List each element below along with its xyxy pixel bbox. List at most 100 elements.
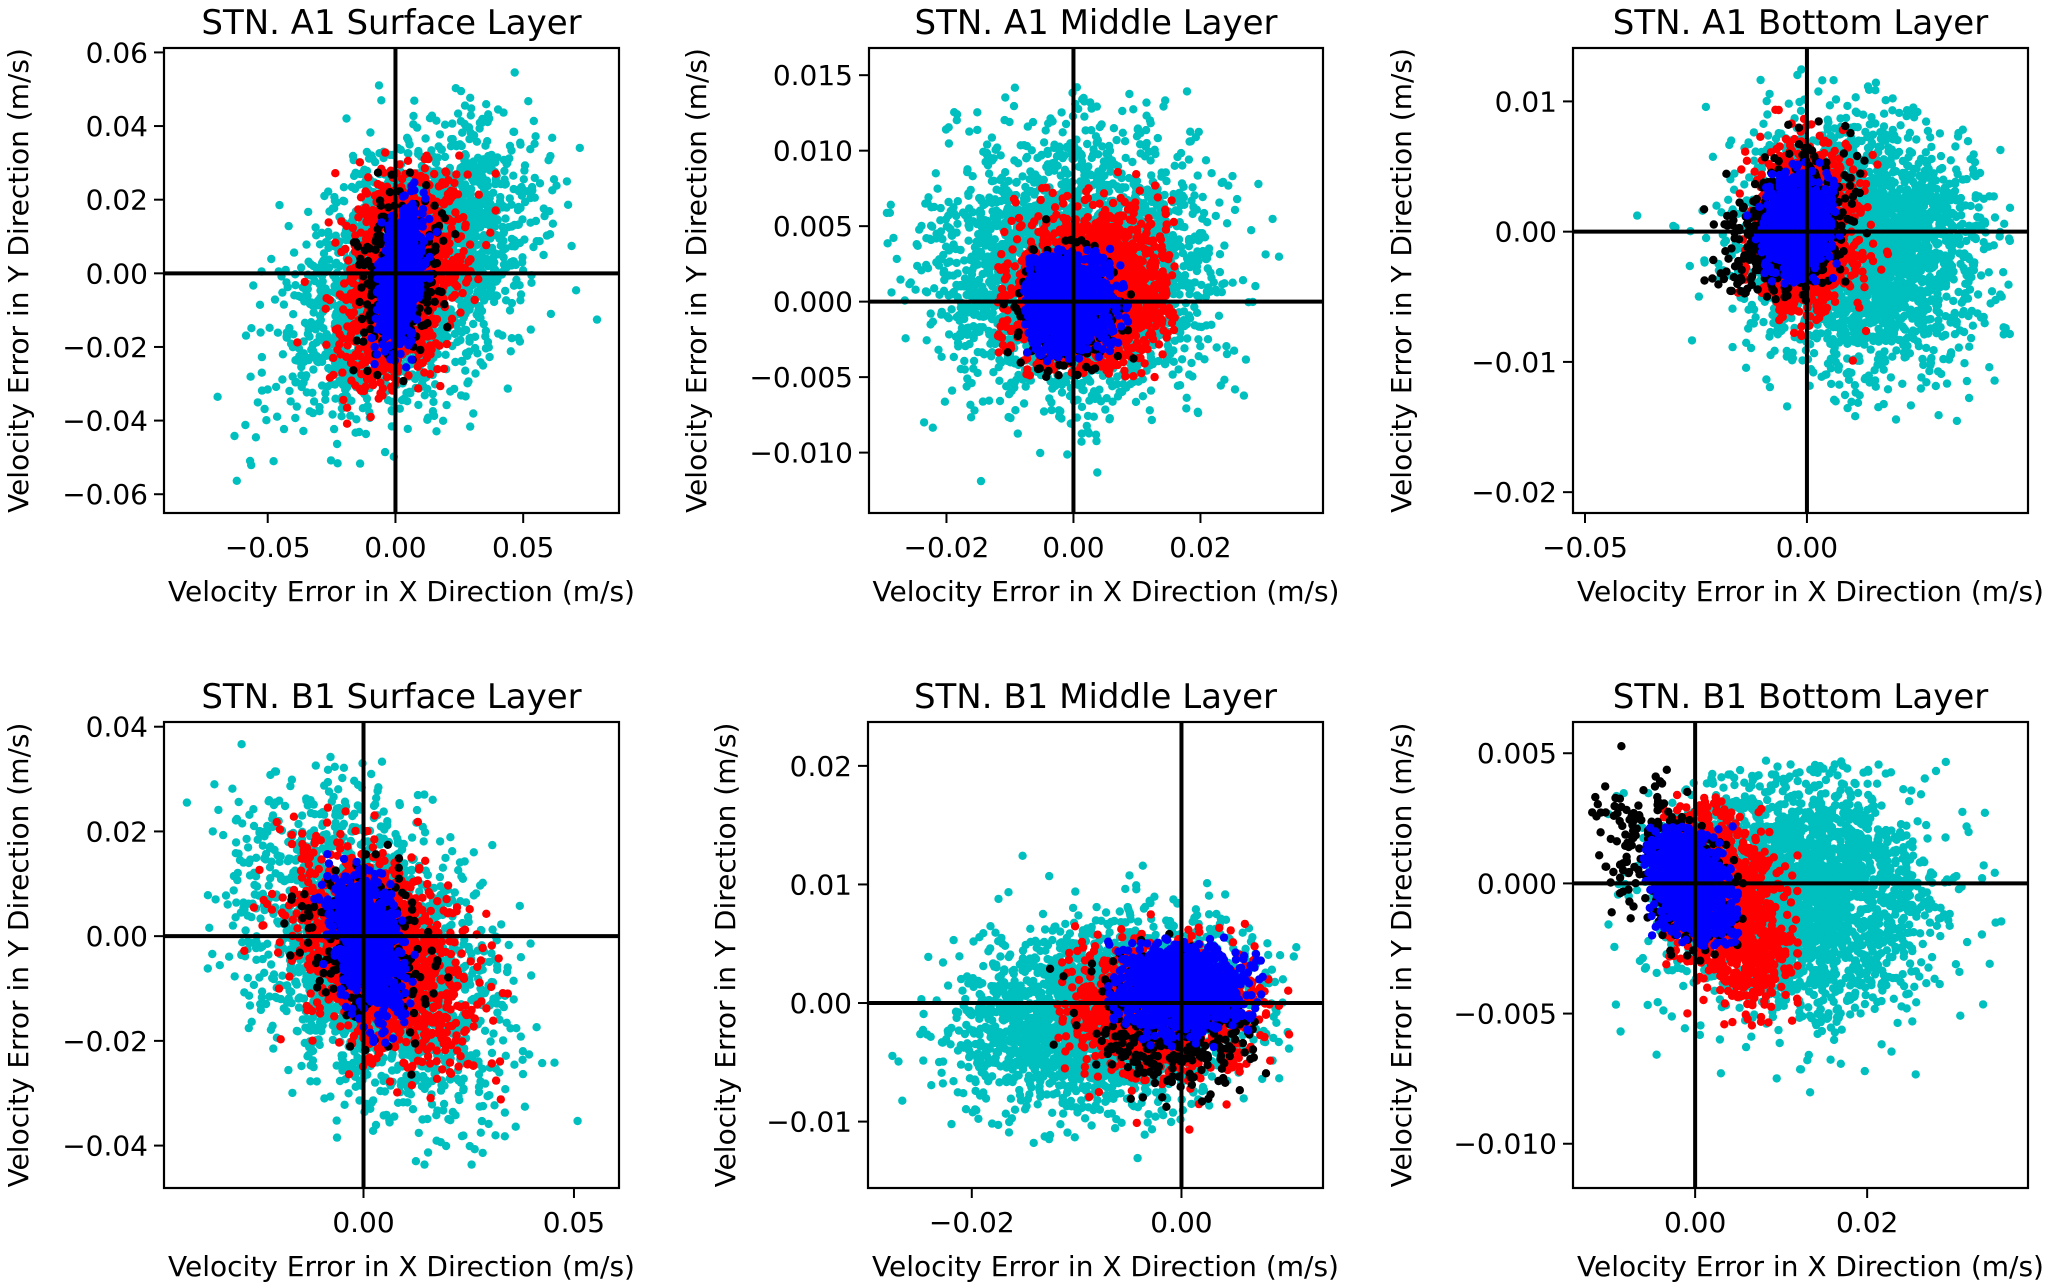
data-point <box>381 363 390 372</box>
scatter-points <box>213 68 602 485</box>
data-point <box>414 384 423 393</box>
data-point <box>352 415 361 424</box>
data-point <box>331 238 340 247</box>
data-point <box>255 300 265 309</box>
data-point <box>324 218 333 227</box>
data-point <box>357 283 366 292</box>
data-point <box>352 326 361 335</box>
data-point <box>509 171 518 180</box>
data-point <box>363 345 372 355</box>
data-point <box>506 347 515 356</box>
data-point <box>466 93 475 103</box>
data-point <box>383 396 393 405</box>
data-point <box>232 476 241 485</box>
data-point <box>348 151 358 161</box>
data-point <box>339 395 348 405</box>
data-point <box>451 230 460 239</box>
data-point <box>319 249 329 258</box>
data-point <box>452 170 461 179</box>
data-point <box>326 456 336 465</box>
data-point <box>246 372 255 381</box>
data-point <box>310 300 319 309</box>
data-point <box>472 137 482 146</box>
data-point <box>351 428 360 437</box>
data-point <box>384 203 393 212</box>
data-point <box>433 350 442 359</box>
data-point <box>459 200 468 210</box>
data-point <box>241 420 250 430</box>
data-point <box>434 142 443 151</box>
data-point <box>450 178 459 188</box>
data-point <box>461 392 470 401</box>
data-point <box>420 391 429 400</box>
data-point <box>476 221 486 230</box>
data-point <box>321 389 330 398</box>
data-point <box>302 319 312 329</box>
data-point <box>526 218 535 227</box>
data-point <box>352 336 362 345</box>
data-point <box>563 200 573 209</box>
data-point <box>474 190 483 199</box>
data-point <box>300 277 309 287</box>
data-point <box>381 148 390 157</box>
data-point <box>448 119 457 128</box>
data-point <box>263 385 272 394</box>
data-point <box>291 413 300 423</box>
data-point <box>473 287 482 296</box>
data-point <box>297 263 306 272</box>
data-point <box>339 305 348 314</box>
data-point <box>542 231 552 240</box>
data-point <box>529 242 538 252</box>
data-point <box>500 180 510 189</box>
data-point <box>308 388 317 397</box>
data-point <box>420 154 429 164</box>
data-point <box>523 187 532 196</box>
data-point <box>359 337 368 346</box>
data-point <box>446 387 455 396</box>
data-point <box>322 294 331 303</box>
data-point <box>292 402 301 411</box>
data-point <box>373 370 382 380</box>
data-point <box>382 373 392 382</box>
data-point <box>313 319 322 329</box>
data-point <box>344 256 353 265</box>
data-point <box>520 161 530 170</box>
data-point <box>317 281 326 290</box>
data-point <box>510 68 519 77</box>
data-point <box>343 341 352 350</box>
data-point <box>289 330 298 339</box>
data-point <box>395 160 404 169</box>
data-point <box>331 169 340 178</box>
data-point <box>426 350 435 359</box>
data-point <box>446 142 456 151</box>
data-point <box>493 105 503 114</box>
data-point <box>498 201 507 210</box>
data-point <box>404 149 413 158</box>
data-point <box>502 263 512 272</box>
data-point <box>317 381 327 390</box>
data-point <box>333 324 342 333</box>
data-point <box>420 164 430 173</box>
data-point <box>428 389 437 399</box>
data-point <box>362 189 372 198</box>
data-point <box>453 109 463 118</box>
data-point <box>362 394 372 403</box>
data-point <box>485 352 494 362</box>
data-point <box>461 220 470 229</box>
data-point <box>385 188 395 197</box>
data-point <box>376 389 385 398</box>
data-point <box>311 223 320 232</box>
data-point <box>430 319 439 329</box>
data-point <box>489 188 498 197</box>
data-point <box>416 345 425 355</box>
data-point <box>356 193 366 202</box>
data-point <box>325 207 334 216</box>
data-point <box>429 397 438 407</box>
data-point <box>289 310 298 319</box>
data-point <box>325 373 335 382</box>
data-point <box>339 183 349 192</box>
data-point <box>529 116 538 126</box>
data-point <box>476 162 485 171</box>
data-point <box>347 311 356 320</box>
data-point <box>432 259 442 268</box>
